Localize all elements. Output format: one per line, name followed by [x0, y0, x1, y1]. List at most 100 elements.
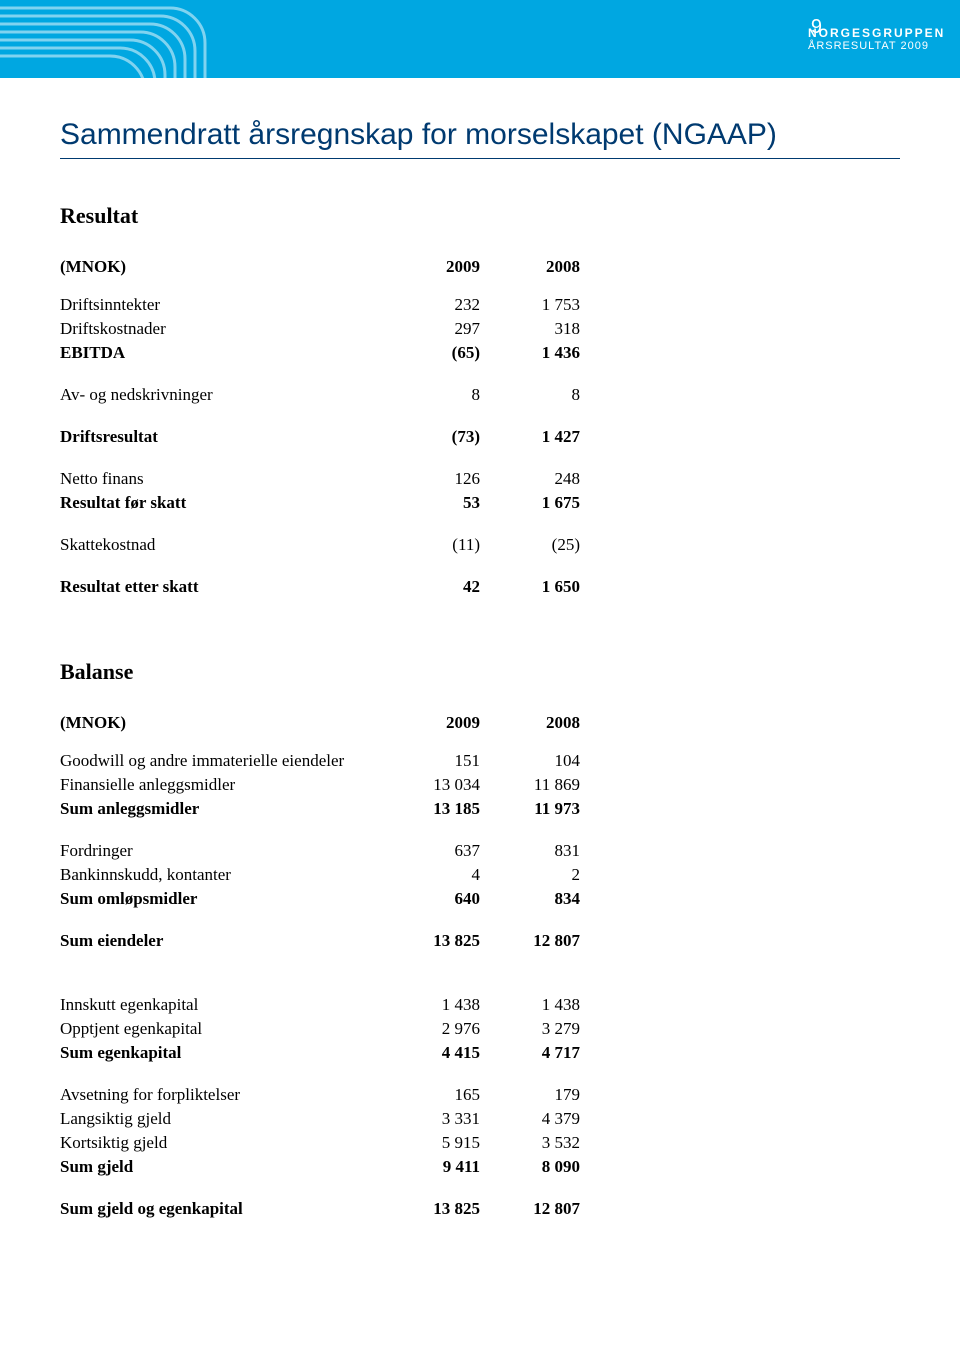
- table-row: Sum anleggsmidler13 18511 973: [60, 797, 580, 821]
- row-value-2009: 4: [380, 863, 480, 887]
- table-row: Goodwill og andre immaterielle eiendeler…: [60, 749, 580, 773]
- row-value-2009: 151: [380, 749, 480, 773]
- table-row: Sum eiendeler13 82512 807: [60, 929, 580, 953]
- row-label: Sum anleggsmidler: [60, 797, 380, 821]
- row-value-2008: 11 869: [480, 773, 580, 797]
- table-header-col2: 2008: [480, 711, 580, 749]
- table-row: Finansielle anleggsmidler13 03411 869: [60, 773, 580, 797]
- table-row: Netto finans126248: [60, 467, 580, 491]
- row-value-2008: 12 807: [480, 1197, 580, 1221]
- row-label: Sum eiendeler: [60, 929, 380, 953]
- row-value-2008: 1 427: [480, 425, 580, 449]
- table-row: Bankinnskudd, kontanter42: [60, 863, 580, 887]
- table-row: EBITDA(65)1 436: [60, 341, 580, 365]
- table-row: Skattekostnad(11)(25): [60, 533, 580, 557]
- row-label: Bankinnskudd, kontanter: [60, 863, 380, 887]
- table-row: Fordringer637831: [60, 839, 580, 863]
- row-value-2009: 5 915: [380, 1131, 480, 1155]
- row-label: Kortsiktig gjeld: [60, 1131, 380, 1155]
- row-value-2008: 11 973: [480, 797, 580, 821]
- row-value-2009: (73): [380, 425, 480, 449]
- row-value-2008: 3 279: [480, 1017, 580, 1041]
- row-label: Driftsinntekter: [60, 293, 380, 317]
- row-label: Sum gjeld: [60, 1155, 380, 1179]
- row-value-2009: 2 976: [380, 1017, 480, 1041]
- table-row: Sum gjeld og egenkapital13 82512 807: [60, 1197, 580, 1221]
- row-value-2008: 1 436: [480, 341, 580, 365]
- table-row: Kortsiktig gjeld5 9153 532: [60, 1131, 580, 1155]
- row-value-2009: 126: [380, 467, 480, 491]
- row-value-2009: 165: [380, 1083, 480, 1107]
- table-header-col1: 2009: [380, 255, 480, 293]
- row-value-2008: 1 650: [480, 575, 580, 599]
- row-value-2009: 13 825: [380, 1197, 480, 1221]
- row-value-2009: 13 825: [380, 929, 480, 953]
- row-value-2009: 297: [380, 317, 480, 341]
- row-value-2008: 104: [480, 749, 580, 773]
- row-label: Sum gjeld og egenkapital: [60, 1197, 380, 1221]
- brand-block: NORGESGRUPPEN ÅRSRESULTAT 2009: [800, 0, 960, 78]
- row-value-2009: 8: [380, 383, 480, 407]
- row-value-2008: 1 675: [480, 491, 580, 515]
- row-label: EBITDA: [60, 341, 380, 365]
- page-content: Sammendratt årsregnskap for morselskapet…: [0, 78, 960, 1221]
- row-label: Finansielle anleggsmidler: [60, 773, 380, 797]
- resultat-table: (MNOK)20092008Driftsinntekter2321 753Dri…: [60, 255, 580, 599]
- row-value-2009: 13 034: [380, 773, 480, 797]
- row-value-2008: 4 379: [480, 1107, 580, 1131]
- table-row: Av- og nedskrivninger88: [60, 383, 580, 407]
- table-row: Innskutt egenkapital1 4381 438: [60, 993, 580, 1017]
- row-value-2008: 179: [480, 1083, 580, 1107]
- table-header-col2: 2008: [480, 255, 580, 293]
- table-row: Resultat etter skatt421 650: [60, 575, 580, 599]
- table-row: Sum omløpsmidler640834: [60, 887, 580, 911]
- row-value-2008: 318: [480, 317, 580, 341]
- row-value-2008: 831: [480, 839, 580, 863]
- table-row: Driftsinntekter2321 753: [60, 293, 580, 317]
- row-value-2009: (65): [380, 341, 480, 365]
- row-value-2009: 9 411: [380, 1155, 480, 1179]
- table-header-label: (MNOK): [60, 255, 380, 293]
- table-row: Avsetning for forpliktelser165179: [60, 1083, 580, 1107]
- row-label: Fordringer: [60, 839, 380, 863]
- resultat-heading: Resultat: [60, 203, 900, 229]
- row-label: Resultat før skatt: [60, 491, 380, 515]
- row-value-2009: 4 415: [380, 1041, 480, 1065]
- brand-name: NORGESGRUPPEN: [808, 26, 960, 40]
- row-label: Sum omløpsmidler: [60, 887, 380, 911]
- row-value-2009: 3 331: [380, 1107, 480, 1131]
- balanse-heading: Balanse: [60, 659, 900, 685]
- row-value-2008: 4 717: [480, 1041, 580, 1065]
- row-label: Opptjent egenkapital: [60, 1017, 380, 1041]
- row-value-2009: 637: [380, 839, 480, 863]
- row-label: Avsetning for forpliktelser: [60, 1083, 380, 1107]
- row-label: Goodwill og andre immaterielle eiendeler: [60, 749, 380, 773]
- row-label: Innskutt egenkapital: [60, 993, 380, 1017]
- table-row: Opptjent egenkapital2 9763 279: [60, 1017, 580, 1041]
- row-label: Av- og nedskrivninger: [60, 383, 380, 407]
- table-row: Resultat før skatt531 675: [60, 491, 580, 515]
- row-label: Sum egenkapital: [60, 1041, 380, 1065]
- row-value-2008: 12 807: [480, 929, 580, 953]
- row-value-2009: 232: [380, 293, 480, 317]
- table-row: Driftsresultat(73)1 427: [60, 425, 580, 449]
- row-label: Resultat etter skatt: [60, 575, 380, 599]
- row-value-2009: 53: [380, 491, 480, 515]
- balanse-table: (MNOK)20092008Goodwill og andre immateri…: [60, 711, 580, 1221]
- table-row: Sum gjeld9 4118 090: [60, 1155, 580, 1179]
- table-header-col1: 2009: [380, 711, 480, 749]
- row-label: Netto finans: [60, 467, 380, 491]
- row-value-2009: 1 438: [380, 993, 480, 1017]
- table-row: Driftskostnader297318: [60, 317, 580, 341]
- row-value-2009: 640: [380, 887, 480, 911]
- header-band: 9 NORGESGRUPPEN ÅRSRESULTAT 2009: [0, 0, 960, 78]
- brand-subtitle: ÅRSRESULTAT 2009: [808, 40, 960, 52]
- row-label: Langsiktig gjeld: [60, 1107, 380, 1131]
- page-title: Sammendratt årsregnskap for morselskapet…: [60, 118, 900, 159]
- row-value-2008: 2: [480, 863, 580, 887]
- row-value-2008: 8 090: [480, 1155, 580, 1179]
- table-row: Langsiktig gjeld3 3314 379: [60, 1107, 580, 1131]
- row-value-2008: 8: [480, 383, 580, 407]
- row-label: Driftsresultat: [60, 425, 380, 449]
- row-label: Skattekostnad: [60, 533, 380, 557]
